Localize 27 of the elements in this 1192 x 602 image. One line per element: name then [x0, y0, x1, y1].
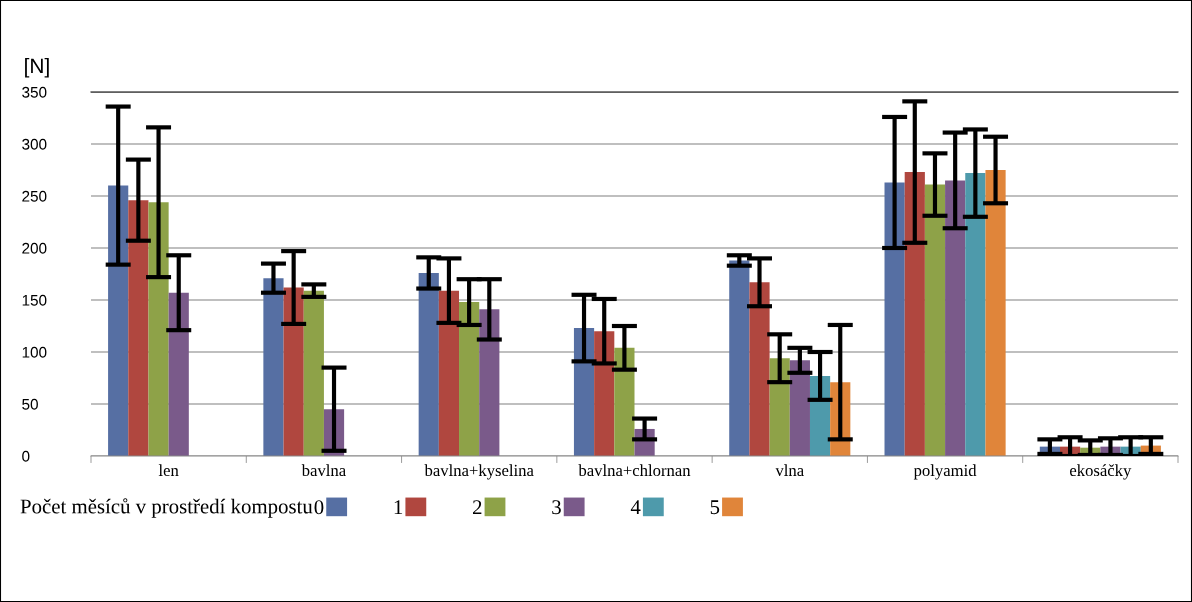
x-tick-label: len [158, 464, 179, 477]
legend-title: Počet měsíců v prostředí kompostu [20, 498, 313, 518]
legend-label: 4 [630, 500, 641, 515]
bar [438, 290, 460, 456]
x-tick-label: bavlna+chlornan [578, 464, 691, 477]
legend-label: 2 [473, 500, 482, 515]
bar [573, 328, 595, 456]
legend-label: 1 [394, 500, 403, 515]
bar [749, 282, 770, 456]
x-tick-label: bavlna [301, 464, 346, 477]
legend-label: 0 [314, 500, 324, 515]
y-axis-title: [N] [25, 58, 49, 78]
y-tick-label: 50 [22, 398, 38, 410]
y-tick-label: 150 [22, 294, 47, 306]
y-tick-label: 250 [22, 190, 47, 202]
legend-label: 3 [552, 500, 561, 515]
x-tick-label: polyamid [913, 464, 977, 480]
y-tick-label: 100 [22, 346, 47, 358]
y-tick-label: 300 [22, 138, 47, 150]
y-tick-label: 200 [22, 242, 47, 254]
x-tick-label: bavlna+kyselina [424, 464, 534, 480]
y-tick-label: 0 [22, 450, 30, 462]
legend-label: 5 [710, 500, 720, 515]
bar [924, 184, 946, 456]
x-tick-label: vlna [775, 464, 804, 477]
x-tick-label: ekosáčky [1070, 464, 1132, 480]
y-tick-label: 350 [22, 86, 47, 98]
